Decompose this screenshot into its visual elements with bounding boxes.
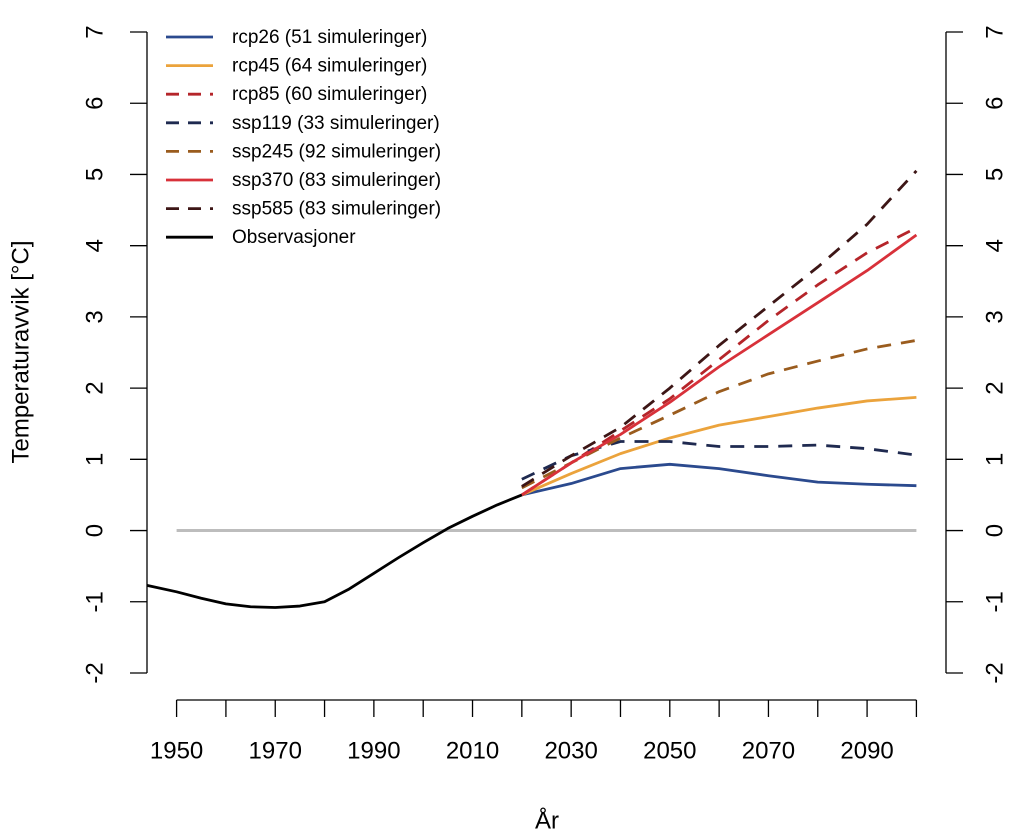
x-tick-label: 1950 xyxy=(150,737,203,764)
series-line xyxy=(521,395,917,497)
y2-tick-label: 6 xyxy=(981,97,1008,110)
series-line xyxy=(521,339,917,490)
y-tick-label: 7 xyxy=(81,25,108,38)
y2-tick-label: 5 xyxy=(981,168,1008,181)
y-tick-label: 2 xyxy=(81,381,108,394)
y-tick-label: 6 xyxy=(81,97,108,110)
legend-label: rcp26 (51 simuleringer) xyxy=(232,27,427,48)
legend-label: ssp585 (83 simuleringer) xyxy=(232,199,441,220)
x-tick-label: 2090 xyxy=(840,737,893,764)
y-tick-label: 3 xyxy=(81,310,108,323)
y-tick-label: -1 xyxy=(81,591,108,612)
legend-label: ssp245 (92 simuleringer) xyxy=(232,141,441,162)
y2-tick-label: 4 xyxy=(981,239,1008,252)
y2-tick-label: -1 xyxy=(981,591,1008,612)
legend-label: rcp45 (64 simuleringer) xyxy=(232,56,427,77)
series-line xyxy=(521,440,917,481)
y-tick-label: 4 xyxy=(81,239,108,252)
y2-tick-label: 3 xyxy=(981,310,1008,323)
x-tick-label: 1990 xyxy=(347,737,400,764)
series-line xyxy=(521,233,918,497)
series-line xyxy=(521,169,918,488)
y2-tick-label: 2 xyxy=(981,381,1008,394)
y2-tick-label: -2 xyxy=(981,662,1008,683)
y-tick-label: 1 xyxy=(81,453,108,466)
x-tick-label: 2030 xyxy=(544,737,597,764)
y2-tick-label: 1 xyxy=(981,453,1008,466)
x-tick-label: 1970 xyxy=(249,737,302,764)
y2-tick-label: 7 xyxy=(981,25,1008,38)
x-tick-label: 2070 xyxy=(742,737,795,764)
y2-tick-label: 0 xyxy=(981,524,1008,537)
series-line xyxy=(521,462,917,497)
legend-label: ssp119 (33 simuleringer) xyxy=(232,113,440,134)
legend-label: rcp85 (60 simuleringer) xyxy=(232,84,427,105)
legend-label: Observasjoner xyxy=(232,227,356,248)
y-tick-label: 5 xyxy=(81,168,108,181)
y-tick-label: 0 xyxy=(81,524,108,537)
y-axis-title: Temperaturavvik [°C] xyxy=(7,241,34,464)
series-line xyxy=(521,226,918,497)
x-axis-title: År xyxy=(535,806,559,834)
y-tick-label: -2 xyxy=(81,662,108,683)
legend-label: ssp370 (83 simuleringer) xyxy=(232,170,441,191)
x-tick-label: 2050 xyxy=(643,737,696,764)
x-tick-label: 2010 xyxy=(446,737,499,764)
series-line xyxy=(146,493,523,609)
